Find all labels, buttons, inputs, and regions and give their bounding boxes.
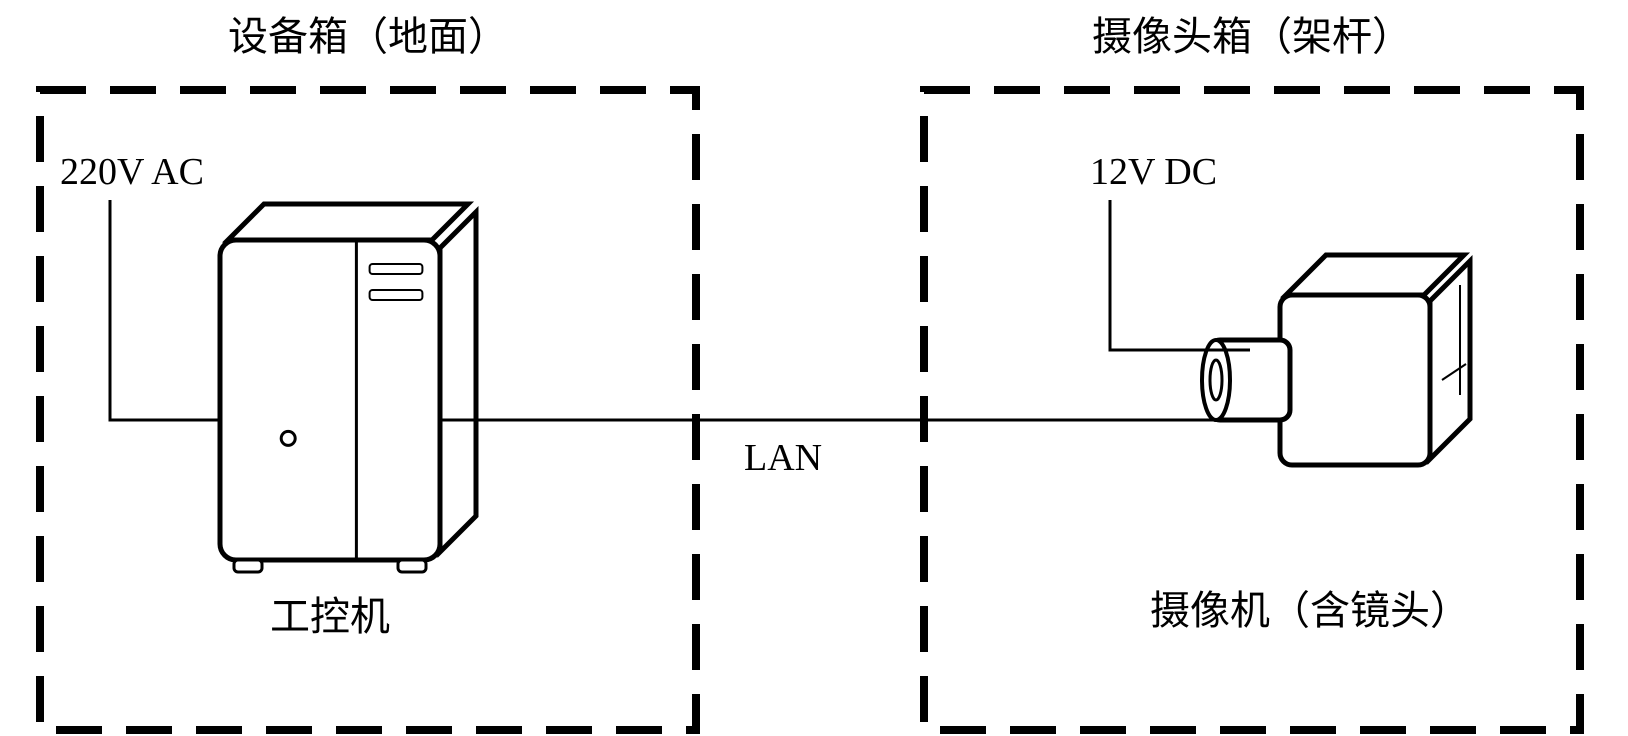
camera-caption: 摄像机（含镜头）	[1150, 588, 1470, 633]
camera-power-label: 12V DC	[1090, 151, 1217, 193]
ipc-icon	[220, 204, 476, 572]
lan-label: LAN	[744, 437, 822, 479]
ipc-power-label: 220V AC	[60, 151, 204, 193]
camera-box-title: 摄像头箱（架杆）	[1092, 14, 1412, 59]
equipment-box-title: 设备箱（地面）	[228, 14, 508, 59]
ipc-caption: 工控机	[270, 594, 390, 639]
